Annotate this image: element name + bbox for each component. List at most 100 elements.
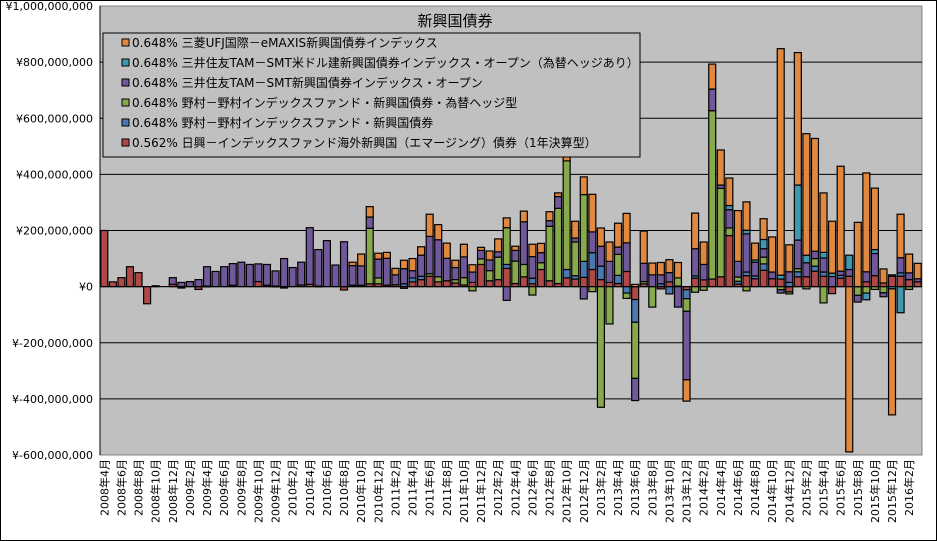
bar-segment <box>862 172 871 273</box>
bar-segment <box>622 292 631 300</box>
bar-segment <box>639 262 648 283</box>
bar-segment <box>399 268 409 285</box>
bar-segment <box>665 281 674 288</box>
bar-segment <box>494 279 503 288</box>
y-tick-label: ¥-600,000,000 <box>12 449 93 462</box>
bar-segment <box>425 213 434 237</box>
bar-segment <box>382 257 391 286</box>
x-tick-label: 2013年4月 <box>611 459 625 516</box>
x-tick-label: 2013年8月 <box>645 459 659 516</box>
bar-segment <box>365 227 374 285</box>
bar-segment <box>297 261 306 286</box>
bar-segment <box>699 286 708 291</box>
x-tick-label: 2009年10月 <box>251 459 265 523</box>
bar-segment <box>879 292 888 298</box>
legend-swatch <box>121 98 130 107</box>
bar-segment <box>468 281 477 288</box>
bar-segment <box>648 286 657 308</box>
x-tick-label: 2011年4月 <box>406 459 420 516</box>
bar-segment <box>211 270 220 288</box>
y-tick-label: ¥1,000,000,000 <box>6 0 93 13</box>
bar-segment <box>434 281 443 288</box>
bar-segment <box>759 269 768 288</box>
legend-entry: 0.562% 日興－インデックスファンド海外新興国（エマージング）債券（1年決算… <box>132 135 597 150</box>
bar-segment <box>434 224 443 241</box>
bar-segment <box>468 271 477 284</box>
x-tick-label: 2014年2月 <box>697 459 711 516</box>
bar-segment <box>802 133 811 256</box>
bar-segment <box>348 261 357 267</box>
x-tick-label: 2015年2月 <box>799 459 813 516</box>
bar-segment <box>793 276 802 288</box>
bar-segment <box>545 225 554 282</box>
bar-segment <box>716 187 725 278</box>
bar-segment <box>665 259 674 274</box>
bar-segment <box>862 292 871 301</box>
bar-segment <box>682 379 691 402</box>
bar-segment <box>528 255 537 279</box>
bar-segment <box>733 276 742 282</box>
bar-segment <box>365 206 374 218</box>
x-tick-label: 2012年2月 <box>491 459 505 516</box>
bar-segment <box>579 260 588 278</box>
bar-segment <box>742 201 751 231</box>
bar-segment <box>417 279 426 288</box>
bar-segment <box>596 227 605 247</box>
bar-segment <box>579 286 588 300</box>
bar-segment <box>691 277 700 288</box>
bar-segment <box>879 268 888 284</box>
bar-segment <box>254 280 263 288</box>
bar-segment <box>631 321 640 379</box>
x-tick-label: 2015年12月 <box>885 459 899 523</box>
x-tick-label: 2008年10月 <box>149 459 163 523</box>
bar-segment <box>896 257 905 274</box>
bar-segment <box>485 250 494 261</box>
bar-segment <box>708 278 717 288</box>
bar-segment <box>913 262 922 280</box>
x-tick-label: 2011年2月 <box>388 459 402 516</box>
bar-segment <box>425 275 434 288</box>
legend-swatch <box>121 118 130 127</box>
bar-segment <box>699 279 708 288</box>
legend-entry: 0.648% 三井住友TAM－SMT米ドル建新興国債券インデックス・オープン（為… <box>132 55 639 70</box>
y-tick-label: ¥600,000,000 <box>16 112 93 125</box>
bar-segment <box>554 207 563 285</box>
x-tick-label: 2015年10月 <box>868 459 882 523</box>
bar-segment <box>648 262 657 276</box>
x-tick-label: 2009年2月 <box>183 459 197 516</box>
bar-segment <box>519 263 528 278</box>
legend-entry: 0.648% 三菱UFJ国際－eMAXIS新興国債券インデックス <box>132 35 438 50</box>
bar-segment <box>622 286 631 294</box>
bar-segment <box>571 241 580 277</box>
y-tick-label: ¥-200,000,000 <box>12 337 93 350</box>
bar-segment <box>536 242 546 254</box>
x-tick-label: 2010年4月 <box>303 459 317 516</box>
bar-segment <box>750 261 760 277</box>
bar-segment <box>896 213 905 259</box>
bar-segment <box>417 254 426 277</box>
bar-segment <box>845 268 854 277</box>
bar-segment <box>262 263 272 286</box>
x-tick-label: 2011年12月 <box>474 459 488 523</box>
bars <box>100 48 922 453</box>
bar-segment <box>613 222 623 248</box>
x-tick-label: 2014年8月 <box>748 459 762 516</box>
bar-segment <box>648 274 657 288</box>
legend-swatch <box>121 138 130 147</box>
bar-segment <box>571 220 580 239</box>
bar-segment <box>605 286 614 325</box>
bar-segment <box>673 261 683 279</box>
bar-segment <box>485 270 494 282</box>
bar-segment <box>725 227 734 237</box>
legend-box <box>102 32 641 158</box>
x-tick-label: 2013年2月 <box>594 459 608 516</box>
bar-segment <box>708 88 717 112</box>
bar-segment <box>810 250 820 260</box>
x-tick-label: 2010年8月 <box>337 459 351 516</box>
x-tick-label: 2015年8月 <box>851 459 865 516</box>
bar-segment <box>605 281 614 288</box>
bar-segment <box>768 236 777 273</box>
bar-segment <box>528 243 537 258</box>
bar-segment <box>819 271 828 277</box>
bar-segment <box>828 220 837 274</box>
